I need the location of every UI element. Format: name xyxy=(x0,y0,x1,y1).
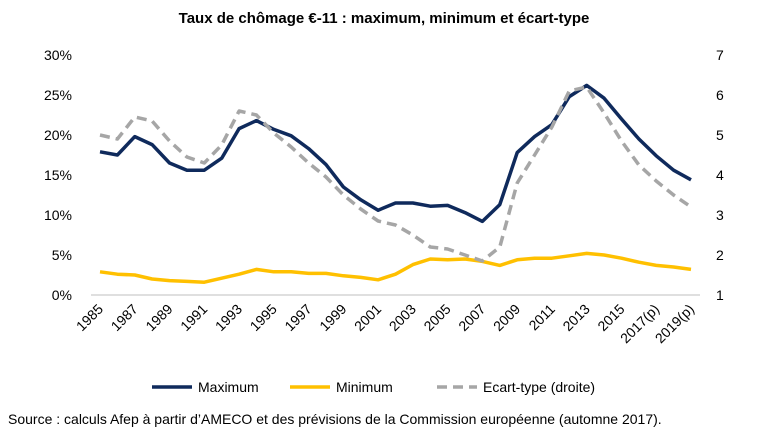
legend-label-1: Maximum xyxy=(198,379,259,395)
x-tick-label: 2007 xyxy=(455,301,488,334)
x-tick-label: 1987 xyxy=(108,301,141,334)
y-left-tick-label: 10% xyxy=(44,207,72,223)
x-tick-label: 2003 xyxy=(386,301,419,334)
legend-label-2: Minimum xyxy=(336,379,393,395)
y-left-tick-label: 15% xyxy=(44,167,72,183)
y-right-tick-label: 1 xyxy=(716,287,724,303)
y-right-tick-label: 3 xyxy=(716,207,724,223)
y-left-tick-label: 0% xyxy=(52,287,72,303)
series-line-2 xyxy=(99,251,692,284)
x-tick-label: 2019(p) xyxy=(652,301,697,346)
x-tick-label: 2011 xyxy=(525,301,558,334)
series-line-1 xyxy=(99,83,692,224)
x-tick-label: 1997 xyxy=(281,301,314,334)
legend-label-3: Ecart-type (droite) xyxy=(483,379,595,395)
x-tick-label: 1999 xyxy=(316,301,349,334)
y-right-tick-label: 5 xyxy=(716,127,724,143)
y-left-tick-label: 5% xyxy=(52,247,72,263)
x-tick-label: 1993 xyxy=(212,301,245,334)
legend: Maximum Minimum Ecart-type (droite) xyxy=(152,379,595,395)
y-right-tick-label: 4 xyxy=(716,167,724,183)
y-right-tick-label: 7 xyxy=(716,47,724,63)
x-tick-label: 1989 xyxy=(142,301,175,334)
x-tick-label: 2001 xyxy=(351,301,384,334)
x-tick-label: 1995 xyxy=(247,301,280,334)
x-tick-label: 1991 xyxy=(177,301,210,334)
source-note: Source : calculs Afep à partir d’AMECO e… xyxy=(8,411,662,427)
y-left-tick-label: 20% xyxy=(44,127,72,143)
x-tick-label: 2009 xyxy=(490,301,523,334)
y-right-tick-label: 6 xyxy=(716,87,724,103)
chart-title: Taux de chômage €-11 : maximum, minimum … xyxy=(179,10,590,27)
y-left-tick-label: 30% xyxy=(44,47,72,63)
x-tick-label: 2005 xyxy=(420,301,453,334)
x-tick-label: 2013 xyxy=(559,301,592,334)
series-line-3 xyxy=(99,85,692,263)
y-left-tick-label: 25% xyxy=(44,87,72,103)
y-right-tick-label: 2 xyxy=(716,247,724,263)
x-tick-label: 1985 xyxy=(73,301,106,334)
